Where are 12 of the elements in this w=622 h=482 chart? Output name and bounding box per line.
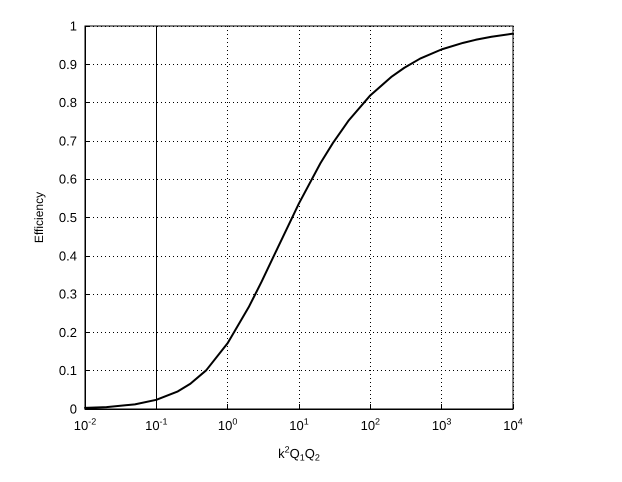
y-tick-label: 0 — [70, 402, 77, 416]
y-tick-label: 0.3 — [58, 286, 77, 302]
y-tick-label: 0.8 — [58, 95, 77, 110]
y-tick-label: 1 — [70, 18, 77, 34]
y-tick-label: 0.7 — [58, 133, 77, 148]
y-tick-label: 0.9 — [58, 56, 77, 72]
y-tick-label: 0.1 — [58, 363, 77, 378]
y-axis-title: Efficiency — [32, 192, 46, 244]
y-tick-label: 0.5 — [58, 210, 77, 225]
y-tick-label: 0.4 — [58, 248, 77, 264]
y-tick-label: 0.2 — [58, 324, 77, 340]
y-tick-label: 0.6 — [58, 172, 77, 187]
